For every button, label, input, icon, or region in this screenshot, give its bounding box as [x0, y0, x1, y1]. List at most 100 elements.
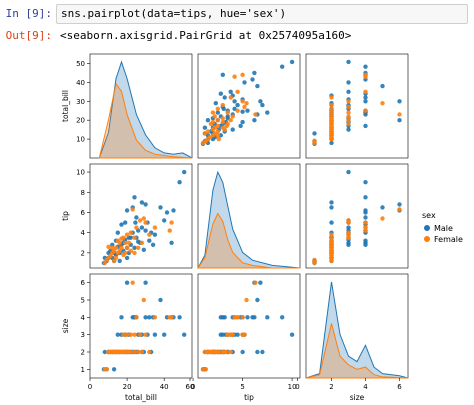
x-axis-label-size: size [350, 393, 365, 402]
kde-size-female [305, 323, 409, 379]
point-female [242, 332, 247, 337]
x-tick-label: 20 [123, 383, 132, 391]
point-female [346, 110, 351, 115]
point-female [143, 220, 148, 225]
point-male [363, 240, 368, 245]
point-male [228, 89, 233, 94]
point-male [147, 315, 152, 320]
point-female [397, 112, 402, 117]
point-male [158, 205, 163, 210]
point-male [139, 225, 145, 230]
point-female [220, 119, 225, 125]
point-female [139, 240, 145, 245]
point-female [363, 89, 368, 94]
point-female [119, 236, 124, 241]
point-female [123, 240, 128, 245]
panel-total_bill-vs-tip [197, 53, 301, 159]
point-female [380, 216, 385, 221]
point-female [329, 244, 334, 249]
point-female [242, 104, 247, 110]
panel-size-vs-tip [197, 273, 301, 379]
point-male [132, 195, 137, 200]
point-male [289, 332, 295, 337]
point-female [113, 245, 119, 250]
point-female [397, 207, 402, 212]
y-axis-label-tip: tip [61, 211, 70, 221]
legend: sex Male Female [422, 211, 463, 244]
output-cell: Out[9]: <seaborn.axisgrid.PairGrid at 0x… [0, 26, 474, 46]
point-female [244, 297, 249, 303]
output-text: <seaborn.axisgrid.PairGrid at 0x2574095a… [60, 29, 352, 42]
point-female [329, 232, 334, 237]
panel-frame [197, 53, 301, 159]
y-tick-label: 30 [76, 98, 85, 106]
point-female [169, 220, 174, 225]
point-female [224, 123, 229, 129]
point-male [220, 332, 225, 337]
point-female [132, 332, 137, 337]
point-female [220, 116, 225, 121]
point-male [242, 80, 247, 85]
point-male [141, 247, 146, 252]
point-female [329, 127, 334, 132]
point-male [363, 195, 368, 200]
point-female [134, 225, 139, 230]
point-female [253, 112, 258, 117]
y-tick-label: 1 [81, 366, 85, 374]
point-female [329, 236, 334, 241]
point-female [136, 245, 141, 250]
panel-frame [305, 53, 409, 159]
point-female [152, 225, 158, 230]
point-male [202, 125, 208, 130]
point-male [218, 91, 223, 96]
point-male [280, 315, 285, 320]
point-male [147, 238, 152, 243]
point-female [244, 101, 249, 106]
point-female [117, 248, 122, 253]
point-female [139, 349, 145, 355]
input-cell[interactable]: In [9]: sns.pairplot(data=tips, hue='sex… [0, 4, 474, 24]
point-female [202, 349, 208, 355]
point-female [220, 102, 225, 108]
point-male [255, 349, 260, 355]
point-female [110, 245, 115, 250]
point-male [346, 240, 351, 245]
point-male [150, 242, 156, 247]
y-tick-label: 10 [76, 169, 85, 177]
panel-tip-vs-tip [197, 163, 301, 269]
point-female [123, 250, 128, 256]
kde-total_bill-male [98, 60, 193, 159]
point-male [250, 77, 255, 82]
point-male [258, 280, 263, 285]
point-female [240, 315, 245, 320]
point-female [253, 280, 258, 285]
legend-male-marker [424, 225, 430, 231]
y-tick-label: 40 [76, 79, 85, 87]
y-tick-label: 10 [76, 136, 85, 144]
point-female [141, 297, 146, 303]
x-tick-label: 5 [240, 383, 244, 391]
point-female [329, 102, 334, 108]
code-line[interactable]: sns.pairplot(data=tips, hue='sex') [61, 7, 287, 20]
point-female [329, 106, 334, 111]
x-tick-label: 10 [288, 383, 297, 391]
point-male [205, 118, 211, 123]
point-male [115, 230, 121, 235]
point-female [363, 108, 368, 113]
point-female [136, 349, 141, 355]
point-female [228, 118, 233, 123]
point-male [280, 64, 285, 69]
point-female [312, 257, 317, 263]
point-female [147, 349, 152, 355]
point-male [171, 208, 176, 213]
point-male [329, 140, 334, 146]
code-editor[interactable]: sns.pairplot(data=tips, hue='sex') [56, 4, 468, 24]
point-male [132, 245, 137, 250]
point-female [240, 72, 245, 77]
point-female [346, 104, 351, 110]
point-male [177, 180, 182, 185]
point-female [228, 332, 233, 337]
point-female [222, 127, 227, 132]
point-female [210, 349, 216, 355]
x-tick-label: 60 [186, 383, 195, 391]
